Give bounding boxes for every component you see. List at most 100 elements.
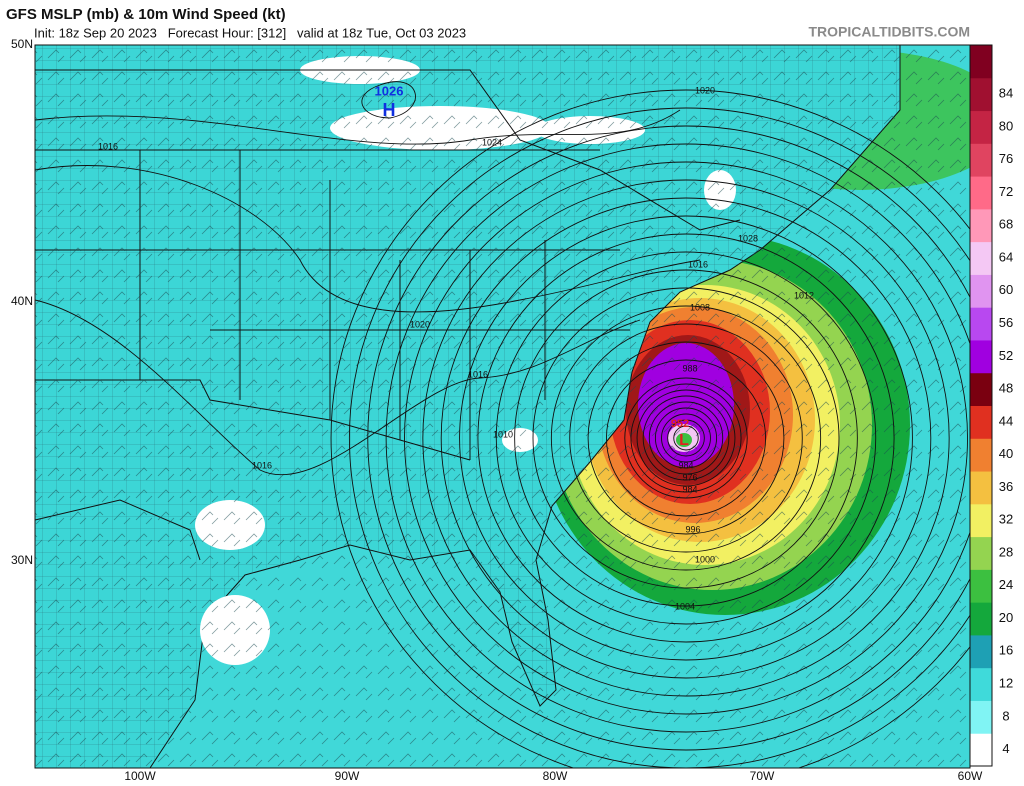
colorbar-label: 36 [999, 479, 1013, 494]
isobar [35, 299, 641, 476]
colorbar-label: 84 [999, 86, 1013, 101]
lon-label: 80W [543, 769, 568, 783]
map [35, 45, 970, 768]
isobar [673, 425, 699, 451]
colorbar-label: 52 [999, 348, 1013, 363]
colorbar-band [970, 77, 992, 112]
colorbar-label: 16 [999, 643, 1013, 658]
isobar [422, 179, 950, 697]
isobar-label: 984 [678, 460, 693, 470]
colorbar-band [970, 45, 992, 79]
colorbar-label: 12 [999, 676, 1013, 691]
isobar-label: 1008 [690, 302, 710, 312]
lat-label: 30N [11, 553, 33, 567]
isobar [361, 81, 416, 119]
isobar [349, 107, 970, 768]
isobar [532, 287, 840, 589]
colorbar-band [970, 405, 992, 439]
colorbar-band [970, 733, 992, 767]
colorbar-band [970, 700, 992, 734]
isobar [587, 341, 785, 535]
colorbar-label: 24 [999, 577, 1013, 592]
isobar [330, 89, 970, 768]
isobar-label: 976 [682, 472, 697, 482]
isobar [648, 401, 724, 475]
isobar [385, 143, 970, 733]
isobar-label: 1010 [493, 429, 513, 439]
isobar-label: 1016 [468, 369, 488, 379]
colorbar-band [970, 569, 992, 603]
colorbar-frame [969, 44, 993, 767]
colorbar-band [970, 241, 992, 275]
colorbar-label: 48 [999, 381, 1013, 396]
subtitle: Init: 18z Sep 20 2023 Forecast Hour: [31… [34, 25, 466, 40]
colorbar-band [970, 471, 992, 505]
colorbar-label: 4 [1002, 741, 1009, 756]
isobar [514, 269, 858, 607]
isobar [654, 407, 718, 469]
low-label: L [679, 432, 689, 449]
high-value: 1026 [375, 83, 404, 98]
isobar-label: 1020 [695, 85, 715, 95]
colorbar-band [970, 339, 992, 374]
isobar-label: 1028 [738, 233, 758, 243]
colorbar-band [970, 602, 992, 636]
colorbar-label: 56 [999, 315, 1013, 330]
isobar [550, 305, 822, 571]
isobar [605, 359, 767, 517]
isobar [630, 383, 742, 493]
isobar-label: 1024 [482, 137, 502, 147]
colorbar-band [970, 667, 992, 701]
lat-label: 50N [11, 37, 33, 51]
lat-label: 40N [11, 294, 33, 308]
lon-label: 100W [124, 769, 156, 783]
colorbar-label: 20 [999, 610, 1013, 625]
colorbar-band [970, 176, 992, 210]
isobar-label: 1004 [675, 601, 695, 611]
colorbar-label: 44 [999, 413, 1013, 428]
colorbar-band [970, 143, 992, 177]
isobar [624, 377, 748, 499]
colorbar-band [970, 110, 992, 144]
isobar [636, 389, 736, 487]
isobar [440, 197, 932, 679]
isobar [667, 419, 705, 457]
colorbar-label: 40 [999, 446, 1013, 461]
colorbar-band [970, 208, 992, 243]
isobar [477, 233, 895, 643]
colorbar-label: 72 [999, 184, 1013, 199]
colorbar-label: 80 [999, 118, 1013, 133]
isobar [495, 251, 877, 625]
colorbar-label: 76 [999, 151, 1013, 166]
isobar-label: 984 [682, 484, 697, 494]
colorbar-label: 64 [999, 249, 1013, 264]
lon-label: 70W [750, 769, 775, 783]
colorbar-band [970, 438, 992, 472]
low-value: 952 [671, 418, 689, 430]
isobar-label: 1000 [695, 554, 715, 564]
colorbar-band [970, 307, 992, 341]
colorbar-band [970, 372, 992, 406]
title: GFS MSLP (mb) & 10m Wind Speed (kt) [6, 6, 286, 23]
isobar [569, 323, 803, 553]
isobar-label: 996 [685, 524, 700, 534]
colorbar-label: 28 [999, 544, 1013, 559]
isobar [35, 109, 681, 145]
wind-barbs [35, 45, 970, 768]
isobar-label: 1016 [252, 460, 272, 470]
colorbar-band [970, 503, 992, 538]
colorbar-label: 8 [1002, 708, 1009, 723]
colorbar-band [970, 274, 992, 308]
colorbar-band [970, 536, 992, 570]
colorbar-band [970, 634, 992, 669]
isobar [459, 215, 913, 661]
isobar [661, 413, 711, 463]
lon-label: 60W [958, 769, 983, 783]
isobar-label: 1012 [794, 290, 814, 300]
high-label: H [383, 100, 396, 120]
isobars [35, 81, 970, 768]
isobar [367, 125, 970, 751]
